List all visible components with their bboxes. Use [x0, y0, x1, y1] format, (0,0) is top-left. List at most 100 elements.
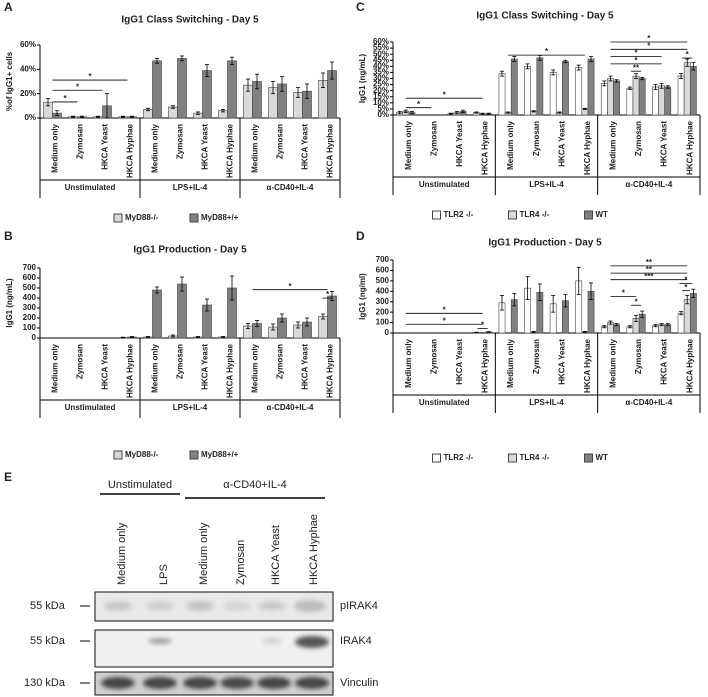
bar — [177, 283, 187, 339]
x-tick-label: HKCA Hyphae — [583, 338, 592, 392]
y-tick-label: 500 — [376, 276, 390, 285]
error-bar — [121, 115, 125, 118]
error-bar — [255, 73, 259, 90]
y-axis-label: IgG1 (ng/mL) — [5, 278, 14, 328]
group-label: α-CD40+IL-4 — [625, 180, 672, 189]
x-tick-label: HKCA Yeast — [101, 344, 110, 390]
group-label: α-CD40+IL-4 — [267, 403, 314, 412]
legend-label: WT — [596, 453, 609, 462]
significance-label: * — [622, 289, 626, 298]
y-tick-label: 500 — [23, 283, 37, 292]
error-bar — [691, 288, 696, 298]
chart-title: IgG1 Class Switching - Day 5 — [121, 15, 259, 26]
legend-label: MyD88-/- — [125, 213, 159, 222]
significance-label: * — [76, 82, 80, 91]
group-label: Unstimulated — [65, 183, 116, 192]
legend-label: MyD88+/+ — [201, 450, 239, 459]
group-label: LPS+IL-4 — [529, 180, 564, 189]
lane-label: Medium only — [116, 522, 128, 585]
bar — [683, 62, 691, 116]
group-label: LPS+IL-4 — [173, 183, 208, 192]
error-bar — [454, 110, 459, 115]
significance-label: * — [634, 56, 638, 65]
significance-label: *** — [644, 272, 654, 281]
x-tick-label: Zymosan — [532, 339, 541, 374]
marker-size: 130 kDa — [24, 677, 66, 689]
y-tick-label: 60% — [20, 40, 36, 49]
error-bar — [499, 70, 504, 77]
x-tick-label: Zymosan — [76, 124, 85, 159]
x-tick-label: HKCA Yeast — [557, 339, 566, 385]
error-bar — [271, 323, 275, 331]
error-bar — [659, 82, 664, 89]
group-label: Unstimulated — [419, 398, 470, 407]
error-bar — [155, 57, 159, 64]
error-bar — [296, 87, 300, 98]
error-bar — [196, 336, 200, 338]
error-bar — [531, 331, 536, 333]
group-label: α-CD40+IL-4 — [625, 398, 672, 407]
error-bar — [321, 72, 325, 88]
x-tick-label: HKCA Hyphae — [326, 123, 335, 177]
error-bar — [486, 331, 491, 333]
error-bar — [582, 331, 587, 333]
error-bar — [576, 266, 581, 295]
panel-letter: E — [4, 470, 12, 484]
x-tick-label: Zymosan — [276, 124, 285, 159]
blot-panel: E Unstimulated α-CD40+IL-4 Medium only LP… — [4, 470, 378, 696]
y-tick-label: 300 — [23, 303, 37, 312]
bar — [562, 61, 569, 116]
blot-strip — [94, 629, 334, 668]
legend-swatch — [584, 210, 593, 220]
error-bar — [180, 55, 184, 62]
y-tick-label: 600 — [376, 266, 390, 275]
error-bar — [602, 325, 607, 329]
x-tick-label: HKCA Hyphae — [126, 343, 135, 397]
y-tick-label: 700 — [23, 263, 37, 272]
bar — [510, 58, 518, 116]
error-bar — [525, 276, 530, 301]
bar — [152, 289, 162, 339]
error-bar — [474, 111, 479, 114]
bar — [177, 58, 187, 119]
x-tick-label: HKCA Yeast — [660, 339, 669, 385]
legend-swatch — [432, 453, 441, 463]
error-bar — [130, 336, 134, 338]
error-bar — [634, 73, 639, 79]
significance-label: * — [686, 50, 690, 59]
error-bar — [321, 313, 325, 320]
legend-label: WT — [596, 210, 609, 219]
error-bar — [691, 62, 696, 71]
bar — [689, 293, 697, 334]
x-tick-label: Zymosan — [532, 121, 541, 156]
y-tick-label: 100 — [23, 323, 37, 332]
y-tick-label: 700 — [376, 255, 390, 264]
lane-label: HKCA Hyphae — [308, 514, 320, 585]
error-bar — [305, 83, 309, 99]
x-tick-label: Zymosan — [176, 124, 185, 159]
bar — [227, 60, 237, 119]
bar — [626, 87, 634, 116]
significance-label: * — [443, 305, 447, 314]
error-bar — [255, 320, 259, 327]
error-bar — [296, 321, 300, 329]
error-bar — [679, 311, 684, 316]
error-bar — [551, 295, 556, 313]
error-bar — [589, 282, 594, 301]
panel-letter: A — [4, 0, 13, 14]
error-bar — [512, 292, 517, 307]
bar — [607, 78, 614, 116]
y-tick-label: 30% — [373, 74, 389, 83]
error-bar — [155, 286, 159, 294]
significance-label: * — [634, 49, 638, 58]
error-bar — [679, 73, 684, 79]
legend-label: TLR4 -/- — [520, 210, 550, 219]
x-tick-label: HKCA Yeast — [301, 124, 310, 170]
legend-swatch — [508, 453, 517, 463]
bar — [327, 295, 337, 339]
x-tick-label: Medium only — [609, 120, 618, 169]
x-tick-label: HKCA Yeast — [455, 121, 464, 167]
y-tick-label: 50% — [373, 49, 389, 58]
error-bar — [563, 294, 568, 308]
error-bar — [602, 80, 607, 87]
